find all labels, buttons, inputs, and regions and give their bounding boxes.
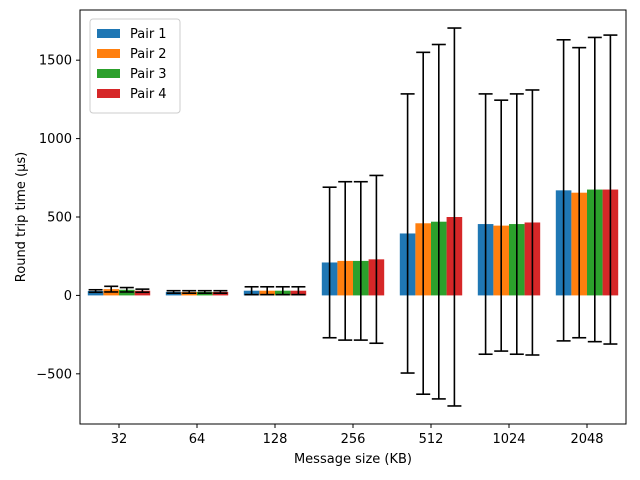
bars-layer (87, 189, 619, 296)
legend-label: Pair 1 (130, 27, 167, 42)
bar-pair-1-32 (87, 291, 104, 296)
y-tick-label: 0 (64, 289, 72, 304)
error-bar-pair-4-128 (291, 285, 306, 296)
error-bar-pair-4-32 (135, 288, 150, 294)
error-bar-pair-4-1024 (525, 89, 540, 356)
legend-swatch (97, 49, 120, 58)
legend-label: Pair 2 (130, 47, 167, 62)
error-bar-pair-1-128 (244, 285, 259, 296)
error-bar-pair-2-512 (416, 51, 431, 396)
legend-swatch (97, 89, 120, 98)
error-bar-pair-2-64 (182, 289, 197, 295)
error-bar-pair-2-2048 (572, 46, 587, 339)
legend: Pair 1 Pair 2 Pair 3 Pair 4 (89, 18, 181, 114)
x-axis: 32 64 128 256 512 1024 2048 (111, 424, 604, 447)
legend-label: Pair 4 (130, 87, 167, 102)
error-bar-pair-3-512 (431, 43, 446, 400)
y-axis: −500 0 500 1000 1500 (36, 54, 80, 382)
x-tick-label: 32 (111, 432, 128, 447)
error-bar-pair-3-64 (197, 289, 212, 295)
x-tick-label: 512 (419, 432, 444, 447)
error-bars-layer (88, 27, 618, 407)
y-tick-label: 500 (47, 211, 72, 226)
y-axis-label: Round trip time (μs) (14, 152, 29, 282)
legend-swatch (97, 29, 120, 38)
error-bar-pair-1-1024 (478, 93, 493, 356)
error-bar-pair-4-2048 (603, 34, 618, 345)
x-tick-label: 1024 (492, 432, 525, 447)
error-bar-pair-2-128 (260, 285, 275, 296)
error-bar-pair-2-1024 (494, 99, 509, 352)
x-tick-label: 64 (189, 432, 206, 447)
error-bar-pair-3-1024 (509, 93, 524, 356)
x-axis-label: Message size (KB) (294, 452, 412, 467)
y-tick-label: 1000 (39, 132, 72, 147)
error-bar-pair-1-2048 (556, 38, 571, 342)
error-bar-pair-2-32 (104, 285, 119, 293)
error-bar-pair-1-32 (88, 288, 103, 294)
y-tick-label: −500 (36, 367, 72, 382)
error-bar-pair-4-512 (447, 27, 462, 407)
error-bar-pair-4-64 (213, 289, 228, 295)
error-bar-pair-1-256 (322, 186, 337, 339)
x-tick-label: 256 (341, 432, 366, 447)
error-bar-pair-3-256 (353, 180, 368, 341)
error-bar-pair-4-256 (369, 174, 384, 345)
error-bar-pair-3-2048 (587, 36, 602, 343)
x-tick-label: 2048 (570, 432, 603, 447)
error-bar-pair-1-512 (400, 93, 415, 374)
error-bar-pair-1-64 (166, 289, 181, 295)
legend-swatch (97, 69, 120, 78)
error-bar-pair-3-32 (119, 286, 134, 293)
error-bar-pair-3-128 (275, 285, 290, 296)
x-tick-label: 128 (263, 432, 288, 447)
y-tick-label: 1500 (39, 54, 72, 69)
error-bar-pair-2-256 (338, 180, 353, 341)
legend-label: Pair 3 (130, 67, 167, 82)
